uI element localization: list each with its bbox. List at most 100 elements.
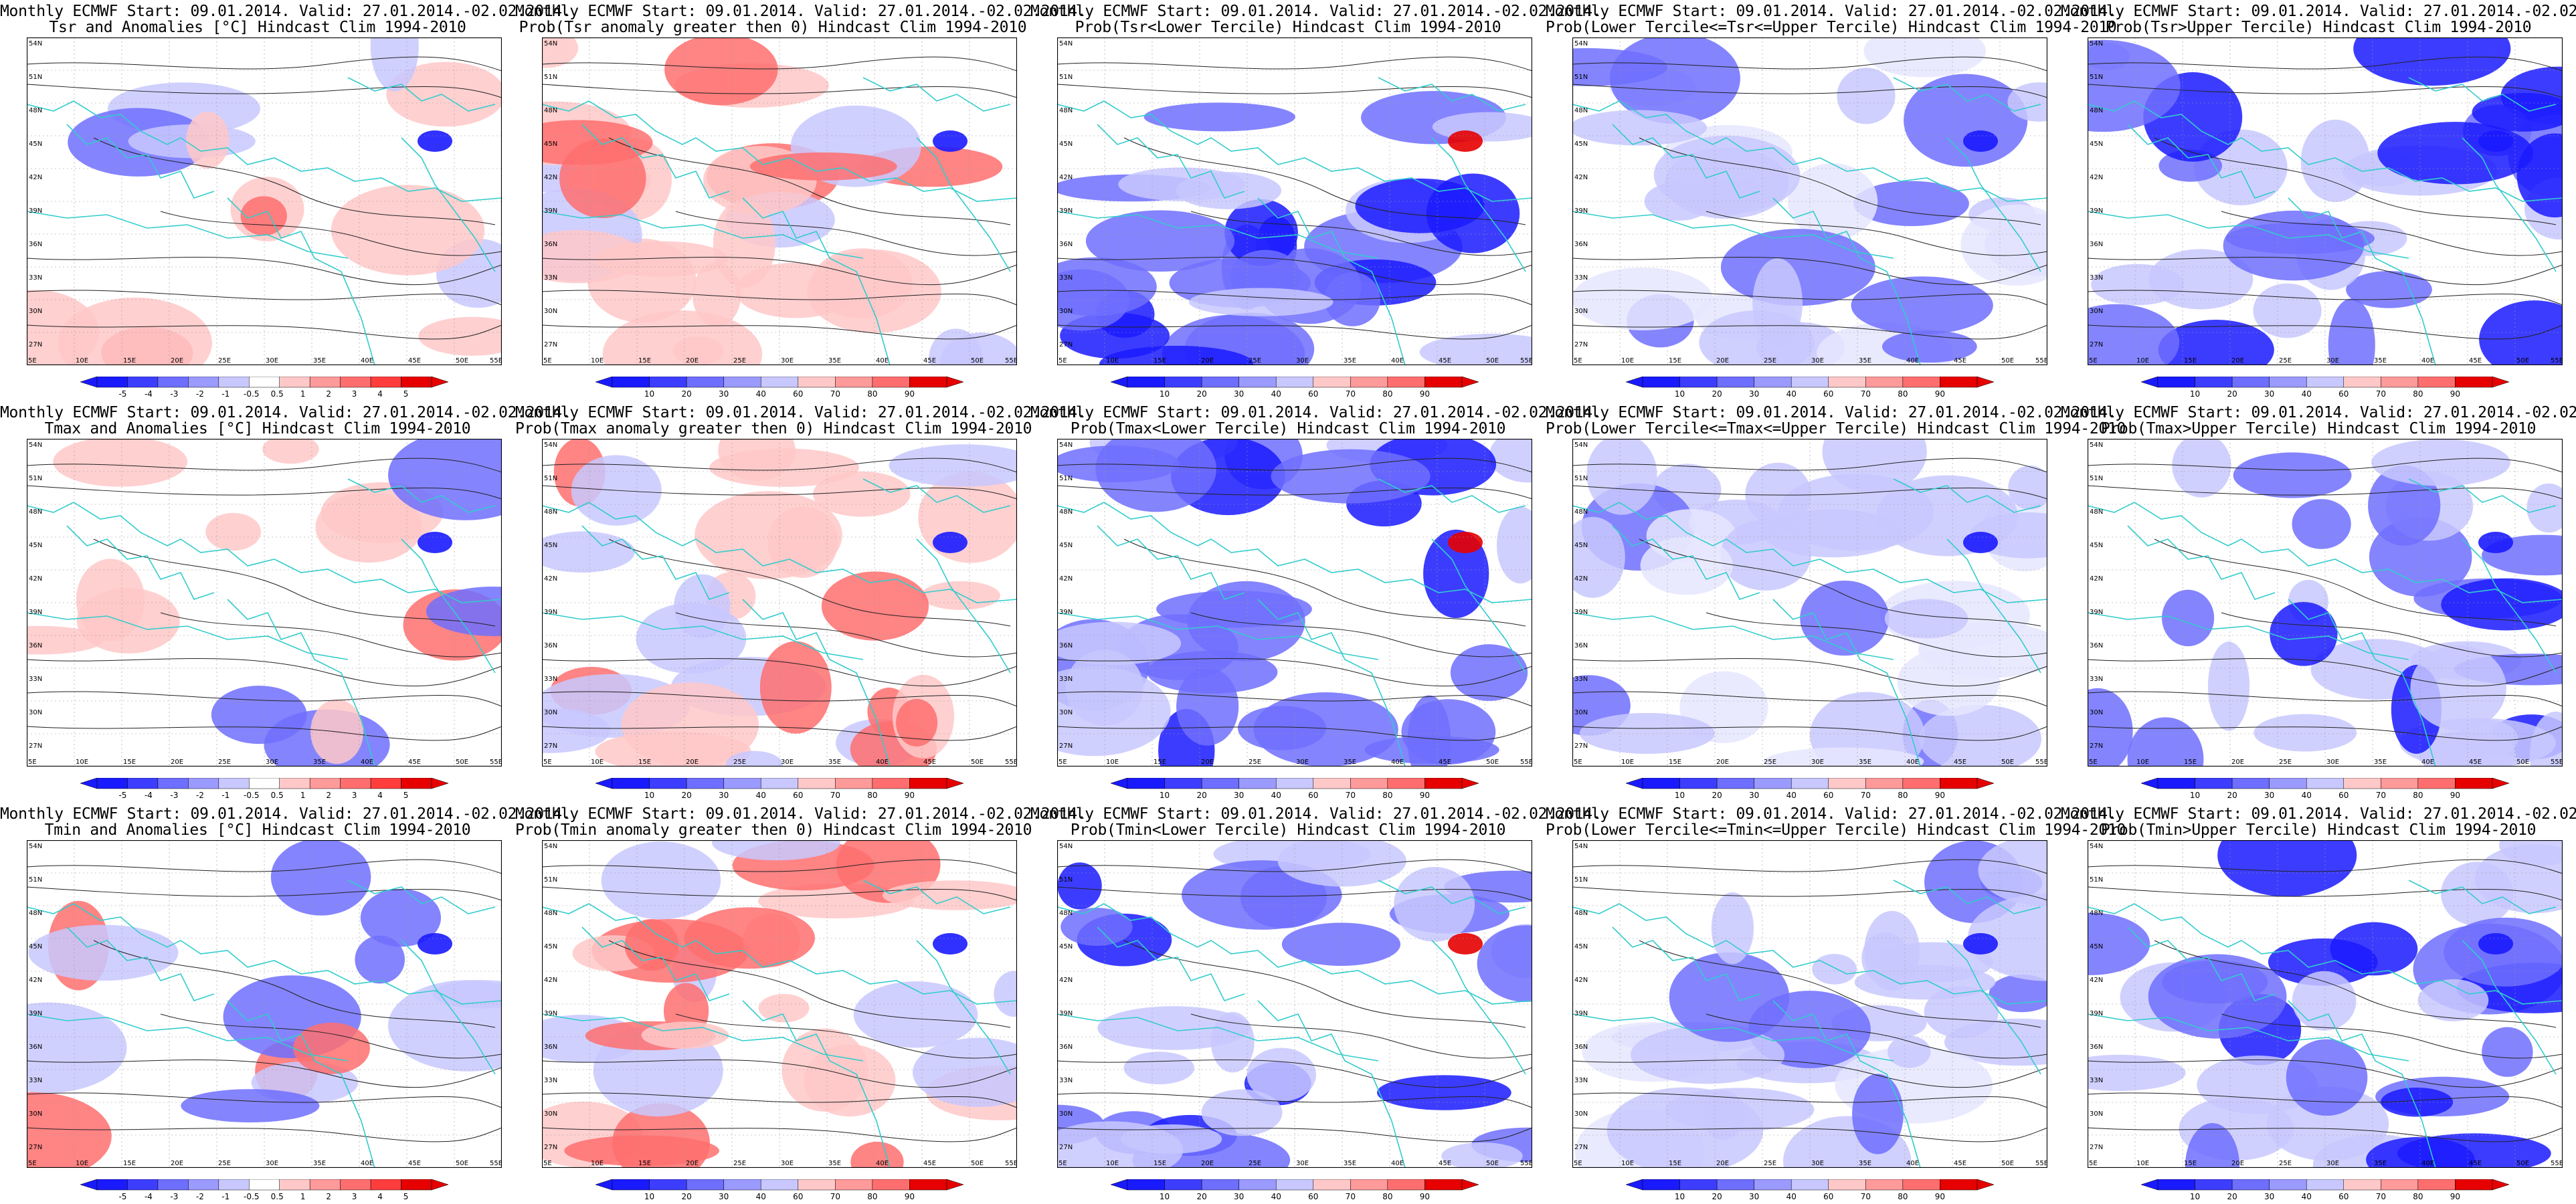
map-panel: Monthly ECMWF Start: 09.01.2014. Valid: … bbox=[1030, 0, 1602, 401]
panel-subtitle: Prob(Tmin>Upper Tercile) Hindcast Clim 1… bbox=[2100, 821, 2537, 839]
lon-label: 20E bbox=[1716, 759, 1729, 766]
colorbar-tick-label: -0.5 bbox=[244, 791, 259, 800]
lat-label: 42N bbox=[544, 174, 557, 181]
lon-label: 15E bbox=[2184, 759, 2197, 766]
lat-label: 54N bbox=[544, 441, 557, 449]
lon-label: 20E bbox=[171, 759, 183, 766]
lon-label: 30E bbox=[1811, 1160, 1824, 1167]
lon-label: 15E bbox=[2184, 1160, 2197, 1167]
colorbar-tick-label: 70 bbox=[1346, 389, 1356, 399]
colorbar-tick-label: 30 bbox=[1749, 389, 1759, 399]
lat-label: 45N bbox=[29, 943, 42, 950]
lat-label: 54N bbox=[29, 40, 42, 47]
lat-label: 42N bbox=[1574, 977, 1588, 984]
colorbar-tick-label: 5 bbox=[403, 791, 409, 800]
colorbar-tick-label: 20 bbox=[681, 389, 691, 399]
colorbar-tick-label: -2 bbox=[196, 1192, 204, 1201]
lon-label: 15E bbox=[1154, 1160, 1166, 1167]
colorbar-tick-label: 40 bbox=[1786, 791, 1797, 800]
lon-label: 45E bbox=[2469, 759, 2482, 766]
lat-label: 33N bbox=[29, 676, 42, 683]
colorbar-tick-label: 30 bbox=[719, 389, 729, 399]
lat-label: 39N bbox=[29, 1010, 42, 1017]
colorbar-tick-label: 30 bbox=[1234, 1192, 1244, 1201]
lon-label: 40E bbox=[2421, 1160, 2434, 1167]
colorbar-tick-label: 40 bbox=[1271, 1192, 1281, 1201]
lon-label: 30E bbox=[266, 1160, 278, 1167]
lat-label: 30N bbox=[29, 308, 42, 315]
lat-label: 27N bbox=[544, 341, 557, 348]
lon-label: 55E bbox=[2551, 759, 2563, 766]
map-area: 54N 51N 48N 45N 42N 39N 36N 33N 30N 27N 5E 10E 15E 20… bbox=[542, 439, 1017, 767]
lat-label: 51N bbox=[1574, 475, 1588, 482]
lat-label: 45N bbox=[1574, 542, 1588, 549]
panel-subtitle: Prob(Tmax anomaly greater then 0) Hindca… bbox=[515, 420, 1032, 437]
panel-subtitle: Prob(Tmax>Upper Tercile) Hindcast Clim 1… bbox=[2100, 420, 2537, 437]
colorbar-tick-label: 70 bbox=[1861, 389, 1871, 399]
colorbar-tick-label: -3 bbox=[170, 1192, 178, 1201]
lat-label: 45N bbox=[1574, 140, 1588, 148]
lon-label: 45E bbox=[1439, 1160, 1451, 1167]
map-area: 54N 51N 48N 45N 42N 39N 36N 33N 30N 27N 5E 10E 15E 20… bbox=[27, 439, 502, 767]
colorbar-tick-label: 70 bbox=[1346, 1192, 1356, 1201]
panel-title: Monthly ECMWF Start: 09.01.2014. Valid: … bbox=[2061, 404, 2576, 421]
lat-label: 45N bbox=[2090, 140, 2103, 148]
lat-label: 48N bbox=[29, 508, 42, 516]
lat-label: 42N bbox=[1059, 575, 1073, 583]
lon-label: 5E bbox=[1059, 1160, 1067, 1167]
lon-label: 10E bbox=[2136, 759, 2149, 766]
lon-label: 25E bbox=[1249, 357, 1261, 365]
lat-label: 45N bbox=[544, 140, 557, 148]
lat-label: 36N bbox=[1574, 241, 1588, 248]
colorbar-tick-label: 90 bbox=[1935, 389, 1945, 399]
lat-label: 36N bbox=[29, 642, 42, 649]
colorbar-tick-label: 40 bbox=[2302, 389, 2312, 399]
colorbar-tick-label: 30 bbox=[2264, 1192, 2274, 1201]
lat-label: 33N bbox=[544, 676, 557, 683]
lon-label: 55E bbox=[490, 1160, 502, 1167]
lat-label: 27N bbox=[29, 341, 42, 348]
lat-label: 51N bbox=[1059, 876, 1073, 884]
lon-label: 25E bbox=[1764, 759, 1776, 766]
lat-label: 42N bbox=[2090, 575, 2103, 583]
colorbar: 10 20 30 40 60 70 80 90 bbox=[595, 377, 963, 399]
colorbar: 10 20 30 40 60 70 80 90 bbox=[595, 778, 963, 800]
lon-label: 20E bbox=[171, 1160, 183, 1167]
lat-label: 33N bbox=[2090, 676, 2103, 683]
lon-label: 55E bbox=[1005, 1160, 1017, 1167]
colorbar: 10 20 30 40 60 70 80 90 bbox=[1626, 778, 1994, 800]
colorbar-tick-label: 1 bbox=[300, 791, 306, 800]
map-panel: Monthly ECMWF Start: 09.01.2014. Valid: … bbox=[515, 803, 1087, 1204]
colorbar-tick-label: 20 bbox=[1196, 791, 1206, 800]
lat-label: 39N bbox=[1574, 1010, 1588, 1017]
map-area: 54N 51N 48N 45N 42N 39N 36N 33N 30N 27N 5E 10E 15E 20… bbox=[542, 37, 1017, 365]
colorbar-tick-label: 60 bbox=[2338, 389, 2349, 399]
colorbar-tick-label: 60 bbox=[2338, 1192, 2349, 1201]
lon-label: 45E bbox=[1439, 357, 1451, 365]
panel-title: Monthly ECMWF Start: 09.01.2014. Valid: … bbox=[515, 404, 1087, 421]
lon-label: 25E bbox=[218, 759, 231, 766]
lon-label: 30E bbox=[266, 759, 278, 766]
lon-label: 35E bbox=[1344, 1160, 1356, 1167]
lon-label: 20E bbox=[686, 1160, 699, 1167]
lon-label: 45E bbox=[2469, 1160, 2482, 1167]
colorbar-tick-label: 40 bbox=[756, 1192, 766, 1201]
lat-label: 27N bbox=[544, 742, 557, 750]
lat-label: 54N bbox=[544, 40, 557, 47]
colorbar-tick-label: -4 bbox=[145, 791, 153, 800]
colorbar: 10 20 30 40 60 70 80 90 bbox=[1111, 778, 1479, 800]
lon-label: 5E bbox=[2089, 759, 2098, 766]
lat-label: 51N bbox=[1574, 876, 1588, 884]
lon-label: 30E bbox=[1296, 759, 1309, 766]
map-panel: Monthly ECMWF Start: 09.01.2014. Valid: … bbox=[1546, 401, 2126, 803]
lon-label: 5E bbox=[543, 759, 552, 766]
lon-label: 55E bbox=[2035, 357, 2047, 365]
lon-label: 35E bbox=[313, 1160, 326, 1167]
colorbar-tick-label: 20 bbox=[2227, 791, 2237, 800]
colorbar-tick-label: 80 bbox=[867, 1192, 877, 1201]
panel-title: Monthly ECMWF Start: 09.01.2014. Valid: … bbox=[515, 3, 1087, 20]
colorbar-tick-label: 20 bbox=[1196, 1192, 1206, 1201]
colorbar-tick-label: 60 bbox=[1823, 389, 1833, 399]
colorbar-tick-label: 70 bbox=[830, 791, 840, 800]
lon-label: 40E bbox=[1906, 759, 1919, 766]
